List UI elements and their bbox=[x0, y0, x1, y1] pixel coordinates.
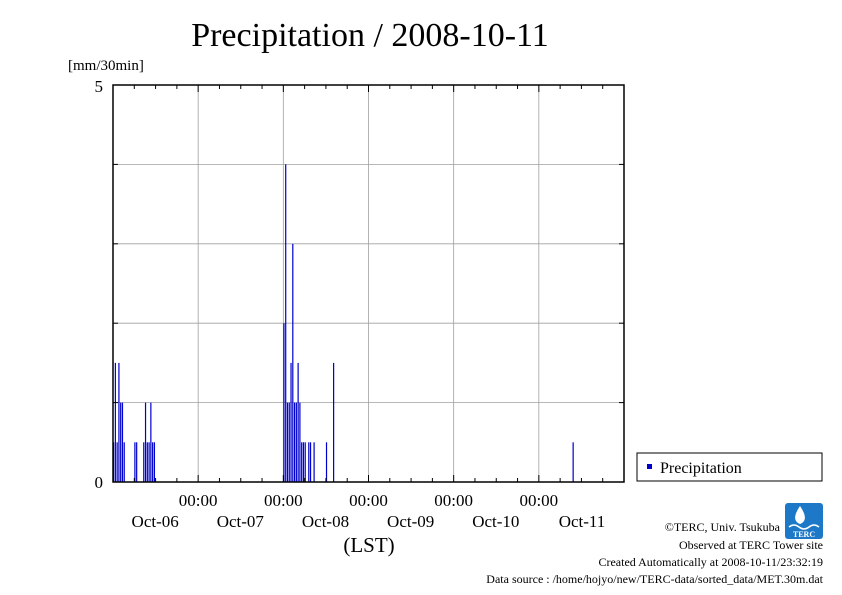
x-tick-time-label: 00:00 bbox=[434, 491, 473, 510]
x-tick-date-label: Oct-06 bbox=[132, 512, 179, 531]
precipitation-bar bbox=[572, 442, 574, 482]
precipitation-bar bbox=[285, 164, 287, 482]
x-axis-label: (LST) bbox=[343, 533, 394, 557]
created-text: Created Automatically at 2008-10-11/23:3… bbox=[598, 555, 823, 569]
x-tick-time-label: 00:00 bbox=[179, 491, 218, 510]
precipitation-bar bbox=[290, 362, 292, 482]
legend: Precipitation bbox=[636, 452, 823, 482]
legend-box bbox=[636, 452, 823, 482]
x-tick-date-label-last: Oct-11 bbox=[559, 512, 606, 531]
x-tick-date-label: Oct-07 bbox=[217, 512, 265, 531]
legend-swatch bbox=[647, 464, 652, 469]
precipitation-bar bbox=[114, 362, 116, 482]
precipitation-bar bbox=[150, 402, 152, 482]
y-tick-label-5: 5 bbox=[95, 77, 104, 96]
x-tick-date-label: Oct-08 bbox=[302, 512, 349, 531]
y-axis-unit-label: [mm/30min] bbox=[68, 58, 144, 74]
precipitation-bar bbox=[146, 442, 148, 482]
precipitation-bar bbox=[148, 442, 150, 482]
precipitation-bar bbox=[293, 402, 296, 482]
precipitation-bar bbox=[123, 442, 125, 482]
precipitation-bar bbox=[304, 442, 306, 482]
precipitation-bar bbox=[134, 442, 136, 482]
precipitation-bar bbox=[325, 442, 328, 482]
x-tick-time-label: 00:00 bbox=[519, 491, 558, 510]
precipitation-bar bbox=[120, 402, 122, 482]
precipitation-bar bbox=[286, 402, 289, 482]
source-text: Data source : /home/hojyo/new/TERC-data/… bbox=[486, 572, 823, 586]
observed-text: Observed at TERC Tower site bbox=[679, 538, 823, 552]
x-tick-time-label: 00:00 bbox=[264, 491, 303, 510]
precipitation-bar bbox=[136, 442, 138, 482]
legend-label: Precipitation bbox=[660, 460, 742, 477]
precipitation-bar bbox=[118, 362, 120, 482]
precipitation-bar bbox=[121, 402, 124, 482]
precipitation-bar bbox=[309, 442, 312, 482]
precipitation-bar bbox=[313, 442, 315, 482]
x-tick-date-label: Oct-09 bbox=[387, 512, 434, 531]
precipitation-bar bbox=[143, 442, 145, 482]
precipitation-bar bbox=[288, 402, 290, 482]
copyright-text: ©TERC, Univ. Tsukuba bbox=[665, 520, 781, 534]
precipitation-bar bbox=[299, 402, 301, 482]
precipitation-bar bbox=[297, 362, 299, 482]
grid bbox=[112, 85, 624, 482]
x-tick-time-label: 00:00 bbox=[349, 491, 388, 510]
logo-text: TERC bbox=[793, 530, 815, 539]
precipitation-bar bbox=[292, 243, 294, 482]
precipitation-bar bbox=[283, 323, 285, 482]
precipitation-bar bbox=[116, 442, 118, 482]
precipitation-bar bbox=[333, 362, 335, 482]
axis-ticks bbox=[112, 84, 625, 483]
chart-title: Precipitation / 2008-10-11 bbox=[191, 17, 549, 54]
y-tick-label-0: 0 bbox=[95, 473, 104, 492]
precipitation-bar bbox=[302, 442, 305, 482]
precipitation-bar bbox=[153, 442, 156, 482]
precipitation-bar bbox=[152, 442, 154, 482]
precipitation-bar bbox=[308, 442, 310, 482]
terc-logo: TERC bbox=[785, 503, 823, 539]
x-tick-date-label: Oct-10 bbox=[472, 512, 519, 531]
precipitation-bar bbox=[295, 402, 297, 482]
precipitation-bar bbox=[301, 442, 303, 482]
precipitation-bar bbox=[144, 402, 147, 482]
